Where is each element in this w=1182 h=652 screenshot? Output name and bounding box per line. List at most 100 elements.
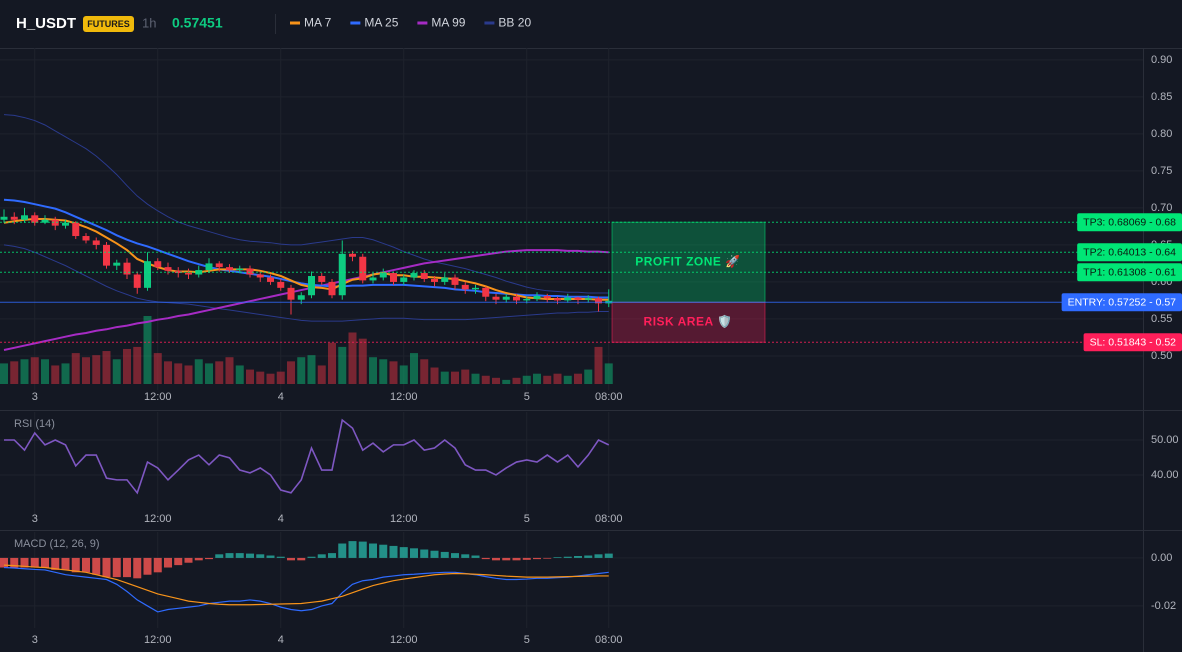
histogram-bar [430, 550, 439, 558]
histogram-bar [533, 557, 541, 560]
histogram-bar [410, 548, 418, 558]
candle-body [215, 263, 223, 268]
volume-bar [369, 357, 377, 384]
x-tick-label: 4 [278, 391, 284, 403]
y-tick-label: 0.50 [1151, 350, 1172, 362]
histogram-bar [225, 553, 234, 558]
histogram-bar [553, 557, 562, 558]
candle-body [185, 273, 192, 275]
legend-label: MA 25 [364, 16, 398, 30]
level-label: TP1: 0.61308 - 0.61 [1083, 267, 1176, 279]
histogram-bar [451, 553, 459, 558]
candle-body [338, 253, 346, 296]
zone-label: PROFIT ZONE 🚀 [635, 254, 740, 268]
x-tick-label: 3 [32, 634, 38, 646]
last-price: 0.57451 [172, 15, 223, 31]
volume-bar [338, 346, 347, 384]
histogram-bar [92, 557, 101, 575]
legend-label: MA 99 [431, 16, 465, 30]
x-tick-label: 08:00 [595, 513, 623, 525]
candle-body [113, 262, 121, 266]
histogram-bar [0, 557, 8, 568]
candle-body [390, 273, 397, 282]
level-tag [1061, 293, 1182, 312]
volume-bar [92, 355, 101, 384]
histogram-bar [512, 557, 521, 561]
candle-body [369, 277, 377, 281]
candle-body [523, 298, 531, 301]
candle-body [31, 215, 39, 223]
candle-body [246, 268, 254, 275]
level-label: ENTRY: 0.57252 - 0.57 [1068, 297, 1177, 309]
volume-bar [256, 371, 265, 384]
histogram-bar [574, 556, 582, 558]
x-tick-label: 12:00 [144, 513, 172, 525]
histogram-bar [71, 557, 80, 573]
x-tick-label: 3 [32, 513, 38, 525]
badge-bg [83, 16, 134, 32]
candle-body [236, 268, 244, 271]
candle-body [123, 262, 131, 275]
pane-title: RSI (14) [14, 418, 55, 430]
volume-bar [543, 375, 552, 384]
candle-body [461, 284, 469, 290]
candle-body [318, 276, 326, 282]
histogram-bar [133, 557, 142, 579]
histogram-bar [522, 557, 531, 560]
volume-bar [379, 359, 388, 384]
histogram-bar [584, 555, 593, 558]
volume-bar [164, 361, 172, 384]
volume-bar [71, 353, 80, 384]
volume-bar [420, 359, 429, 384]
candle-body [267, 277, 274, 282]
volume-bar [205, 363, 213, 384]
volume-bar [358, 338, 367, 384]
histogram-bar [563, 556, 572, 558]
indicator-line [3, 566, 609, 613]
x-tick-label: 4 [278, 634, 284, 646]
y-tick-label: -0.02 [1151, 600, 1176, 612]
histogram-bar [174, 557, 183, 566]
candle-body [256, 274, 264, 278]
histogram-bar [481, 557, 490, 560]
histogram-bar [215, 554, 224, 558]
histogram-bar [194, 557, 203, 561]
volume-bar [451, 371, 459, 384]
candle-body [144, 261, 151, 288]
volume-bar [563, 375, 572, 384]
volume-bar [522, 375, 531, 384]
volume-bar [174, 363, 183, 384]
volume-bar [533, 373, 541, 384]
level-tag [1077, 263, 1182, 282]
x-tick-label: 5 [524, 634, 530, 646]
volume-bar [30, 357, 39, 384]
volume-bar [61, 363, 70, 384]
histogram-bar [82, 557, 90, 573]
volume-bar [133, 346, 142, 384]
candle-body [92, 240, 100, 245]
volume-bar [287, 361, 295, 384]
y-tick-label: 0.00 [1151, 552, 1172, 564]
histogram-bar [358, 541, 367, 558]
histogram-bar [10, 557, 19, 568]
badge: FUTURES [87, 19, 130, 29]
histogram-bar [420, 549, 429, 558]
level-tag [1077, 213, 1182, 232]
histogram-bar [461, 554, 470, 558]
volume-bar [430, 367, 439, 384]
candle-body [584, 298, 592, 300]
candle-body [472, 287, 479, 290]
volume-bar [246, 369, 254, 384]
candle-body [410, 273, 418, 278]
histogram-bar [143, 557, 152, 575]
y-tick-label: 0.55 [1151, 313, 1172, 325]
x-tick-label: 12:00 [390, 513, 418, 525]
candle-body [51, 219, 59, 226]
volume-bar [492, 377, 500, 384]
volume-bar [389, 361, 398, 384]
histogram-bar [123, 557, 131, 578]
candle-body [287, 287, 295, 300]
candle-body [226, 267, 233, 271]
candle-body [543, 295, 551, 299]
